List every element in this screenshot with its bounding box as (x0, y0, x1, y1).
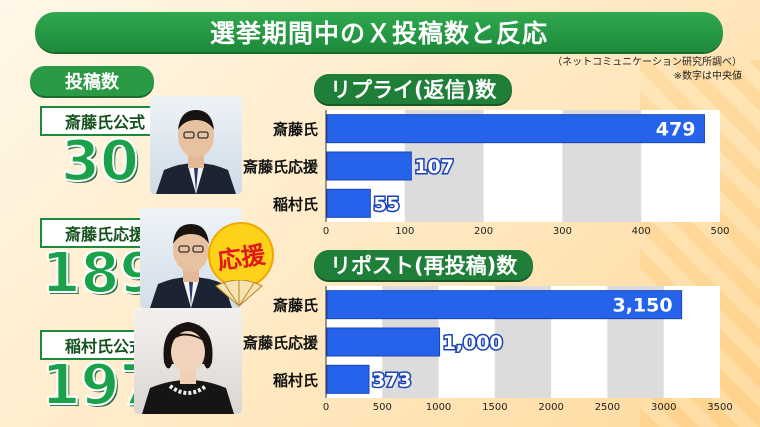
category-label: 斎藤氏応援 (243, 334, 319, 352)
source-note: （ネットコミュニケーション研究所調べ） (552, 57, 742, 68)
x-tick-label: 0 (323, 402, 329, 413)
person-illustration (156, 110, 236, 194)
x-tick-label: 1000 (426, 402, 451, 413)
page-title: 選挙期間中のＸ投稿数と反応 (209, 19, 548, 48)
person-illustration (142, 322, 234, 414)
bar-value-label: 55 (373, 193, 399, 215)
category-label: 斎藤氏 (273, 297, 318, 315)
reply-chart: 0 100 200 300 400 500 斎藤氏 479 斎藤氏応援 107 稲村氏 55 (243, 110, 730, 237)
bar (326, 114, 705, 144)
bar-value-label: 479 (656, 119, 696, 141)
source-note-block: （ネットコミュニケーション研究所調べ） ※数字は中央値 (552, 56, 742, 84)
category-label: 稲村氏 (273, 195, 318, 213)
post-count-saito-official: 30 (60, 129, 140, 194)
category-label: 斎藤氏応援 (243, 158, 319, 176)
category-label: 斎藤氏 (273, 121, 318, 139)
x-tick-label: 300 (553, 226, 572, 237)
x-tick-label: 1500 (482, 402, 507, 413)
x-tick-label: 3500 (707, 402, 732, 413)
reply-chart-title: リプライ(返信)数 (314, 74, 513, 104)
bar-value-label: 373 (372, 369, 412, 391)
bar-value-label: 107 (414, 156, 454, 178)
x-tick-label: 2500 (595, 402, 620, 413)
x-tick-label: 200 (474, 226, 493, 237)
person-illustration (150, 224, 232, 308)
bar-value-label: 1,000 (443, 332, 503, 354)
bar (326, 188, 371, 218)
x-tick-label: 0 (323, 226, 329, 237)
saito-photo-1 (150, 96, 242, 194)
x-tick-label: 400 (632, 226, 651, 237)
x-tick-label: 100 (395, 226, 414, 237)
x-tick-label: 2000 (538, 402, 563, 413)
bar (326, 151, 412, 181)
title-banner: 選挙期間中のＸ投稿数と反応 (35, 12, 723, 52)
repost-chart: 0 500 1000 1500 2000 2500 3000 3500 斎藤氏 3,150 斎藤氏応… (243, 286, 733, 413)
post-count-saito-support: 189 (41, 241, 160, 306)
median-note: ※数字は中央値 (673, 71, 742, 82)
inamura-photo (134, 308, 242, 414)
x-tick-label: 500 (710, 226, 729, 237)
fan-icon (215, 280, 263, 307)
repost-chart-title: リポスト(再投稿)数 (314, 250, 534, 280)
bar-value-label: 3,150 (612, 295, 672, 317)
account-label-saito-official: 斎藤氏公式 (40, 106, 170, 136)
posts-header: 投稿数 (30, 66, 154, 96)
bar (326, 290, 683, 320)
bar (326, 327, 441, 357)
category-label: 稲村氏 (273, 371, 318, 389)
bar (326, 364, 370, 394)
x-tick-label: 500 (373, 402, 392, 413)
x-tick-label: 3000 (651, 402, 676, 413)
